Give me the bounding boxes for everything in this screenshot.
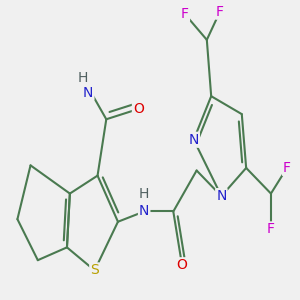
Text: N: N: [83, 85, 93, 100]
Text: F: F: [181, 7, 189, 21]
Text: S: S: [90, 263, 99, 278]
Text: O: O: [133, 102, 144, 116]
Text: N: N: [216, 189, 226, 203]
Text: O: O: [177, 258, 188, 272]
Text: H: H: [78, 71, 88, 85]
Text: F: F: [283, 161, 291, 175]
Text: F: F: [267, 222, 275, 236]
Text: H: H: [139, 187, 149, 201]
Text: F: F: [216, 4, 224, 19]
Text: N: N: [139, 205, 149, 218]
Text: N: N: [188, 133, 199, 147]
